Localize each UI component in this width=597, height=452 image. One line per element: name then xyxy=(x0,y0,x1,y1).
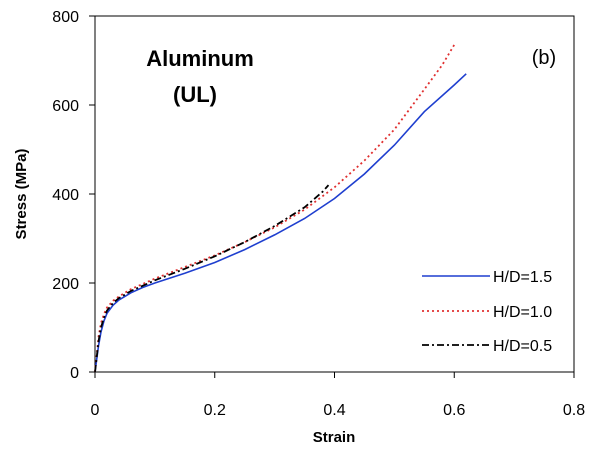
y-tick-label: 600 xyxy=(52,98,79,115)
series-lines xyxy=(94,44,467,373)
chart-title: Aluminum xyxy=(146,46,254,71)
x-tick-label: 0.2 xyxy=(204,402,226,419)
x-tick-label: 0.8 xyxy=(563,402,585,419)
y-tick-label: 400 xyxy=(52,187,79,204)
x-axis-label: Strain xyxy=(313,429,356,446)
y-tick-label: 0 xyxy=(70,365,79,382)
chart-subtitle: (UL) xyxy=(173,82,217,107)
y-axis-label: Stress (MPa) xyxy=(13,149,30,240)
x-tick-label: 0.4 xyxy=(323,402,345,419)
x-tick-label: 0 xyxy=(91,402,100,419)
legend-label-2: H/D=1.0 xyxy=(493,304,552,321)
plot-area xyxy=(94,15,575,373)
legend-label-3: H/D=0.5 xyxy=(493,338,552,355)
series-line-2 xyxy=(94,44,455,373)
axis-ticks: 0 0.2 0.4 0.6 0.8 0 200 400 600 800 xyxy=(52,9,585,419)
legend-label-1: H/D=1.5 xyxy=(493,269,552,286)
y-tick-label: 200 xyxy=(52,276,79,293)
x-tick-label: 0.6 xyxy=(443,402,465,419)
series-line-3 xyxy=(94,184,330,373)
y-tick-label: 800 xyxy=(52,9,79,26)
legend: H/D=1.5 H/D=1.0 H/D=0.5 xyxy=(422,269,552,355)
panel-label: (b) xyxy=(532,47,556,69)
series-line-1 xyxy=(94,73,467,373)
